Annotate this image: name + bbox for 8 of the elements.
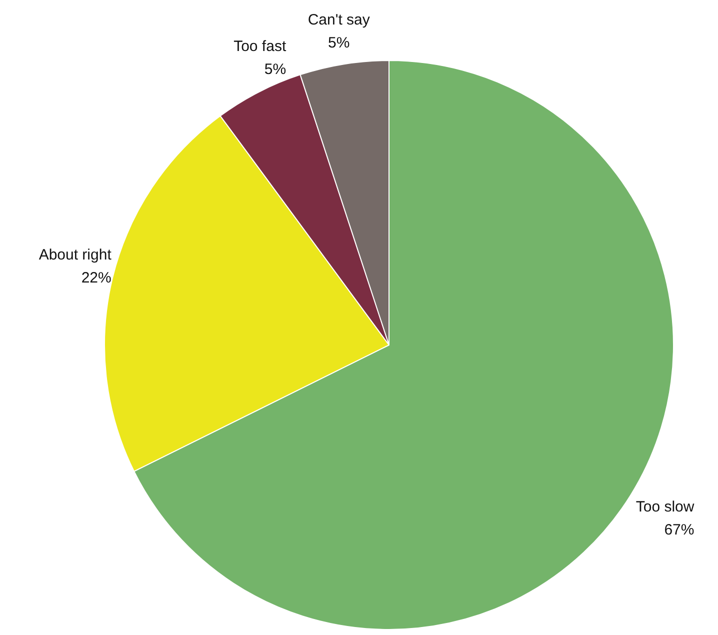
slice-label: About right <box>38 246 112 264</box>
data-label: 67% <box>664 522 694 539</box>
data-label: 22% <box>81 269 112 286</box>
data-label: 5% <box>264 60 286 78</box>
data-label: 5% <box>328 34 350 52</box>
slice-label: Too slow <box>636 498 694 516</box>
slice-label: Can't say <box>308 11 370 28</box>
slice-label: Too fast <box>234 38 287 55</box>
